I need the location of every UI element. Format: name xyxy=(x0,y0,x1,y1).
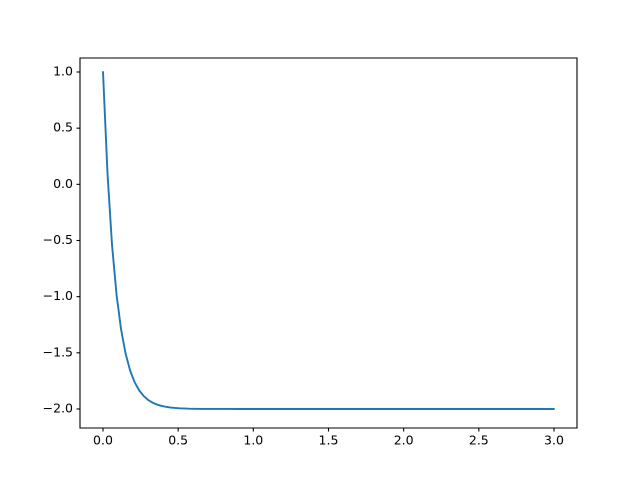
axes-background xyxy=(80,58,577,428)
x-tick-label-4: 2.0 xyxy=(394,433,414,448)
y-tick-labels: 1.0 0.5 0.0 −0.5 −1.0 −1.5 −2.0 xyxy=(43,64,73,416)
x-tick-label-0: 0.0 xyxy=(93,433,113,448)
y-tick-marks xyxy=(76,71,80,410)
x-tick-label-1: 0.5 xyxy=(168,433,188,448)
x-tick-label-3: 1.5 xyxy=(319,433,339,448)
y-tick-label-0: 1.0 xyxy=(53,64,73,79)
axes-spines xyxy=(79,57,578,429)
x-tick-labels: 0.0 0.5 1.0 1.5 2.0 2.5 3.0 xyxy=(93,433,564,448)
x-tick-label-5: 2.5 xyxy=(469,433,489,448)
series-line-0 xyxy=(102,71,555,410)
y-tick-label-6: −2.0 xyxy=(43,401,73,416)
x-tick-label-6: 3.0 xyxy=(544,433,564,448)
data-series-group xyxy=(102,71,555,410)
y-tick-label-3: −0.5 xyxy=(43,232,73,247)
y-tick-label-4: −1.0 xyxy=(43,288,73,303)
x-tick-marks xyxy=(102,428,555,432)
y-tick-label-1: 0.5 xyxy=(53,120,73,135)
y-tick-label-5: −1.5 xyxy=(43,344,73,359)
x-tick-label-2: 1.0 xyxy=(243,433,263,448)
y-tick-label-2: 0.0 xyxy=(53,176,73,191)
